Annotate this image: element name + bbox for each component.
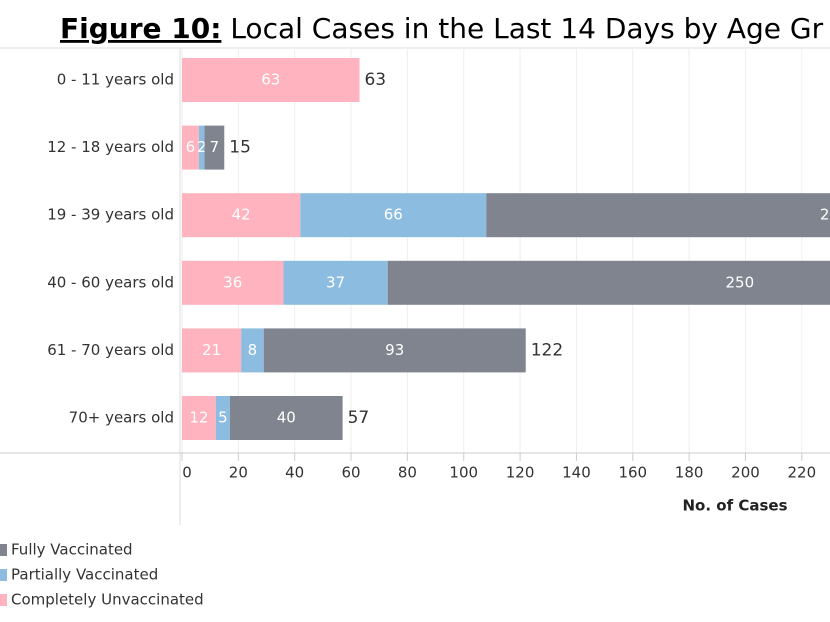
x-tick-label: 60	[341, 464, 360, 482]
segment-label: 250	[726, 273, 755, 291]
bar-segment	[182, 328, 242, 373]
x-tick-label: 180	[675, 464, 704, 482]
x-tick-label: 220	[788, 464, 817, 482]
bar-segment	[387, 260, 830, 305]
bar-segment	[263, 328, 526, 373]
bar-segment	[182, 193, 301, 238]
segment-label: 6	[186, 138, 196, 156]
bar-segment	[241, 328, 264, 373]
legend-label: Partially Vaccinated	[11, 566, 158, 584]
total-label: 57	[348, 408, 370, 428]
legend-label: Completely Unvaccinated	[11, 591, 204, 609]
bar-segment	[486, 193, 830, 238]
segment-label: 2	[197, 138, 207, 156]
bar-segment	[182, 260, 284, 305]
bar-segment	[283, 260, 388, 305]
category-label: 70+ years old	[69, 409, 174, 427]
x-tick-label: 40	[285, 464, 304, 482]
bar-segment	[300, 193, 487, 238]
legend-label: Fully Vaccinated	[11, 541, 133, 559]
segment-label: 93	[385, 341, 404, 359]
title-prefix: Figure 10:	[60, 12, 221, 45]
legend-swatch	[0, 594, 7, 606]
x-tick-label: 120	[506, 464, 535, 482]
bar-segment	[182, 58, 360, 102]
total-label: 63	[364, 70, 386, 90]
bar-segment	[215, 396, 230, 440]
chart-title: Figure 10: Local Cases in the Last 14 Da…	[60, 12, 824, 45]
bar-segment	[229, 396, 343, 440]
x-tick-label: 100	[449, 464, 478, 482]
segment-label: 7	[210, 138, 220, 156]
bar-segment	[198, 125, 205, 170]
segment-label: 37	[326, 273, 345, 291]
category-label: 0 - 11 years old	[57, 71, 174, 89]
category-label: 19 - 39 years old	[47, 206, 174, 224]
segment-label: 21	[202, 341, 221, 359]
total-label: 122	[531, 340, 563, 360]
legend-swatch	[0, 544, 7, 556]
x-tick-label: 20	[229, 464, 248, 482]
x-tick-label: 0	[182, 464, 192, 482]
bar-segment	[204, 125, 225, 170]
segment-label: 42	[232, 206, 251, 224]
category-label: 40 - 60 years old	[47, 273, 174, 291]
bar-segment	[182, 396, 216, 440]
segment-label: 63	[261, 71, 280, 89]
segment-label: 40	[277, 409, 296, 427]
x-tick-label: 80	[398, 464, 417, 482]
total-label: 15	[229, 138, 251, 158]
x-tick-label: 160	[618, 464, 647, 482]
segment-label: 36	[223, 273, 242, 291]
segment-label: 5	[218, 409, 228, 427]
segment-label: 247	[820, 206, 830, 224]
title-text: Local Cases in the Last 14 Days by Age G…	[230, 12, 823, 45]
segment-label: 12	[189, 409, 208, 427]
x-tick-label: 140	[562, 464, 591, 482]
segment-label: 66	[384, 206, 403, 224]
x-tick-label: 200	[731, 464, 760, 482]
segment-label: 8	[248, 341, 258, 359]
legend-swatch	[0, 569, 7, 581]
category-label: 61 - 70 years old	[47, 341, 174, 359]
category-label: 12 - 18 years old	[47, 138, 174, 156]
bar-segment	[182, 125, 199, 170]
x-axis-label: No. of Cases	[683, 497, 788, 515]
